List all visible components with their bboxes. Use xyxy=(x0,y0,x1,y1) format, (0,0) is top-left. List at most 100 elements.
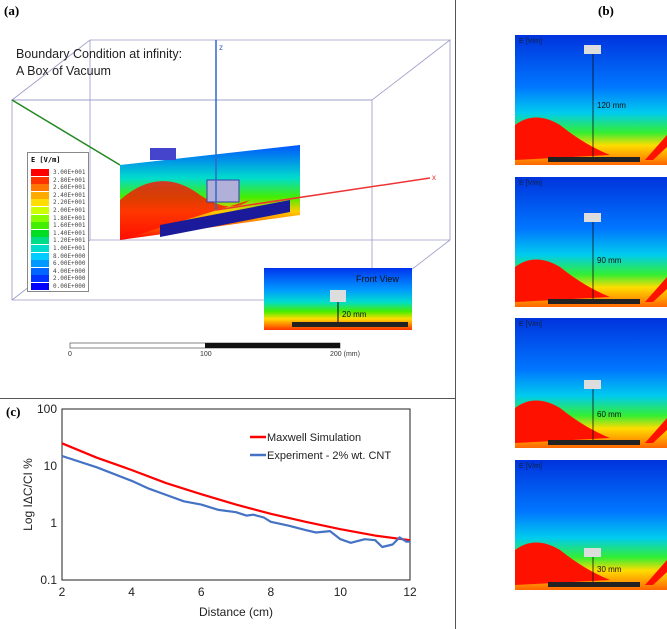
legend-swatch xyxy=(31,237,49,245)
legend-row: 0.00E+000 xyxy=(31,283,86,290)
legend-value: 2.40E+001 xyxy=(53,191,86,199)
legend-row: 6.00E+000 xyxy=(31,260,86,268)
legend-value: 1.40E+001 xyxy=(53,229,86,237)
legend-value: 2.20E+001 xyxy=(53,199,86,207)
field-legend: E [V/m] 3.00E+001 2.80E+001 2.60E+001 2.40E… xyxy=(27,152,89,292)
legend-row: 2.60E+001 xyxy=(31,184,86,192)
distance-label: 90 mm xyxy=(597,256,622,265)
field-map-image xyxy=(515,460,667,590)
field-map-image xyxy=(515,318,667,448)
legend-swatch xyxy=(31,245,49,252)
svg-text:z: z xyxy=(219,43,223,52)
legend-title: E [V/m] xyxy=(31,156,61,164)
legend-row: 2.20E+001 xyxy=(31,199,86,207)
field-map-30-mm: E [V/m] 30 mm xyxy=(515,460,667,590)
x-tick-label: 12 xyxy=(403,585,417,599)
field-map-120-mm: E [V/m] 120 mm xyxy=(515,35,667,165)
legend-swatch xyxy=(31,169,49,176)
legend-value: 2.80E+001 xyxy=(53,176,86,184)
x-axis-label: Distance (cm) xyxy=(199,605,273,619)
legend-row: 2.80E+001 xyxy=(31,176,86,184)
horizontal-divider xyxy=(0,398,455,399)
legend-swatch xyxy=(31,199,49,207)
legend-row: 1.60E+001 xyxy=(31,222,86,230)
boundary-condition-text-2: A Box of Vacuum xyxy=(16,64,111,78)
legend-value: 2.00E+001 xyxy=(53,207,86,214)
field-map-label: E [V/m] xyxy=(519,180,542,187)
distance-label: 30 mm xyxy=(597,565,622,574)
svg-text:0: 0 xyxy=(68,351,72,358)
series-line-experiment xyxy=(61,454,410,549)
y-tick-label: 10 xyxy=(44,459,58,473)
svg-text:Front View: Front View xyxy=(356,274,399,284)
legend-swatch xyxy=(31,229,49,237)
field-map-90-mm: E [V/m] 90 mm xyxy=(515,177,667,307)
legend-value: 1.20E+001 xyxy=(53,237,86,245)
legend-row: 1.40E+001 xyxy=(31,229,86,237)
distance-label: 120 mm xyxy=(597,101,626,110)
svg-text:x: x xyxy=(432,173,436,182)
legend-row: 3.00E+001 xyxy=(31,169,86,176)
legend-value: 8.00E+000 xyxy=(53,252,86,260)
legend-swatch xyxy=(31,191,49,199)
sensor-electrode xyxy=(206,179,240,203)
x-axis xyxy=(215,177,431,211)
panel-label-c: (c) xyxy=(6,404,21,419)
field-map-image xyxy=(515,35,667,165)
x-tick-label: 6 xyxy=(198,585,205,599)
legend-swatch xyxy=(31,275,49,283)
legend-row: 1.20E+001 xyxy=(31,237,86,245)
legend-value: 1.60E+001 xyxy=(53,222,86,230)
legend-swatch xyxy=(31,267,49,275)
svg-text:100: 100 xyxy=(200,351,212,358)
field-map-label: E [V/m] xyxy=(519,463,542,470)
field-map-image xyxy=(515,177,667,307)
x-tick-label: 10 xyxy=(334,585,348,599)
legend-row: 2.00E+001 xyxy=(31,207,86,214)
simulation-3d-view: z x Front View 20 mm 0 100 200 (mm) xyxy=(10,39,452,358)
legend-value: 3.00E+001 xyxy=(53,169,86,176)
probe-block xyxy=(150,148,176,160)
legend-value: 1.80E+001 xyxy=(53,214,86,222)
legend-label: Maxwell Simulation xyxy=(267,432,361,444)
x-tick-label: 2 xyxy=(59,585,66,599)
legend-row: 2.00E+000 xyxy=(31,275,86,283)
field-map-60-mm: E [V/m] 60 mm xyxy=(515,318,667,448)
legend-swatch xyxy=(31,176,49,184)
legend-swatch xyxy=(31,260,49,268)
legend-row: 8.00E+000 xyxy=(31,252,86,260)
panel-label-a: (a) xyxy=(4,3,20,18)
svg-text:200 (mm): 200 (mm) xyxy=(330,351,360,358)
legend-swatch xyxy=(31,214,49,222)
legend-value: 4.00E+000 xyxy=(53,267,86,275)
legend-value: 2.00E+000 xyxy=(53,275,86,283)
y-axis xyxy=(11,99,121,166)
field-map-label: E [V/m] xyxy=(519,321,542,328)
svg-text:20 mm: 20 mm xyxy=(342,310,367,319)
legend-value: 6.00E+000 xyxy=(53,260,86,268)
distance-label: 60 mm xyxy=(597,410,622,419)
y-axis-label: Log IΔC/CI % xyxy=(21,458,35,531)
legend-swatch xyxy=(31,207,49,214)
field-map-label: E [V/m] xyxy=(519,38,542,45)
legend-label: Experiment - 2% wt. CNT xyxy=(267,450,391,462)
legend-swatch xyxy=(31,252,49,260)
legend-swatch xyxy=(31,283,49,290)
legend-value: 2.60E+001 xyxy=(53,184,86,192)
plot-area xyxy=(61,408,411,581)
distance-response-chart: 0.1 1 10 100 2 4 6 8 10 12 Distance (cm) Log IΔC/CI… xyxy=(21,402,417,619)
y-tick-label: 100 xyxy=(37,402,57,416)
y-tick-label: 0.1 xyxy=(40,573,57,587)
panel-label-b: (b) xyxy=(598,3,614,18)
substrate xyxy=(160,200,290,237)
legend-row: 1.00E+001 xyxy=(31,245,86,252)
boundary-condition-text-1: Boundary Condition at infinity: xyxy=(16,47,183,61)
legend-value: 1.00E+001 xyxy=(53,245,86,252)
x-tick-label: 4 xyxy=(128,585,135,599)
series-line-maxwell xyxy=(61,442,411,542)
legend-value: 0.00E+000 xyxy=(53,283,86,290)
legend-swatch xyxy=(31,222,49,230)
legend-row: 1.80E+001 xyxy=(31,214,86,222)
legend-swatch xyxy=(31,184,49,192)
